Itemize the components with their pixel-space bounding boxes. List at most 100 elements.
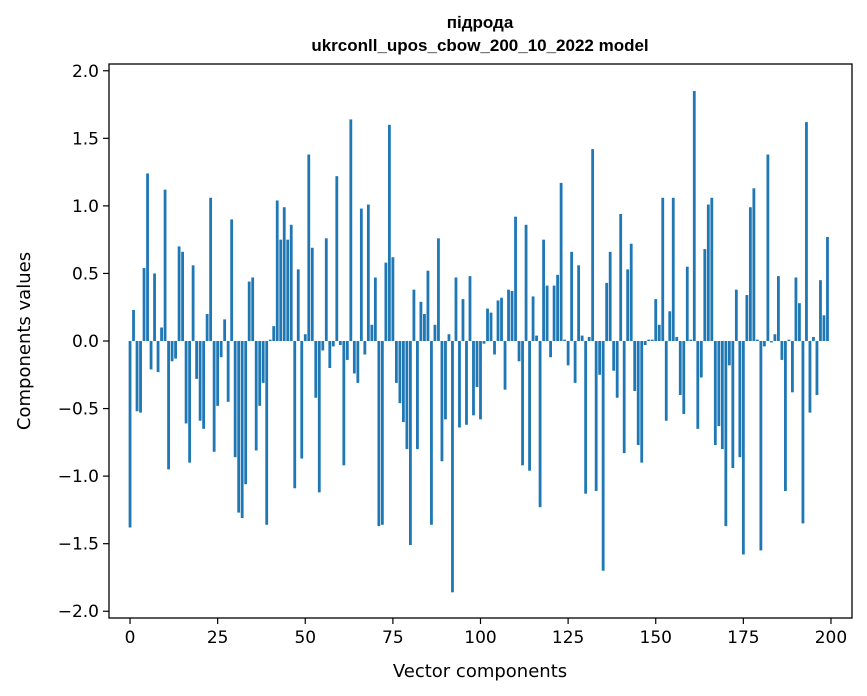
x-tick-label-175: 175 — [727, 628, 759, 648]
bar-130 — [584, 341, 588, 494]
bar-128 — [577, 265, 581, 341]
bar-26 — [219, 341, 223, 358]
bar-56 — [324, 238, 328, 341]
bar-145 — [636, 341, 640, 446]
bar-77 — [398, 341, 402, 404]
bar-192 — [801, 341, 805, 524]
bar-94 — [458, 341, 461, 428]
bar-158 — [682, 341, 686, 414]
bar-162 — [696, 341, 700, 429]
bar-119 — [545, 285, 549, 341]
bar-121 — [552, 285, 556, 341]
bar-71 — [377, 341, 381, 527]
bar-17 — [188, 341, 192, 463]
bar-25 — [216, 341, 220, 406]
bar-46 — [289, 224, 293, 341]
bar-43 — [279, 239, 283, 341]
bar-4 — [142, 268, 146, 341]
bar-73 — [384, 262, 388, 341]
bar-1 — [132, 309, 135, 341]
plot-frame — [108, 63, 853, 619]
bar-68 — [366, 204, 370, 341]
bar-133 — [594, 341, 598, 491]
bar-8 — [156, 341, 160, 373]
bar-160 — [689, 339, 693, 341]
bar-197 — [819, 280, 822, 341]
bar-18 — [191, 265, 195, 341]
bar-47 — [293, 341, 297, 489]
bar-101 — [482, 341, 486, 344]
bar-41 — [272, 326, 276, 341]
bar-93 — [454, 277, 458, 341]
bar-89 — [440, 341, 444, 462]
x-axis-label: Vector components — [393, 661, 567, 682]
bar-177 — [748, 207, 752, 341]
bar-144 — [633, 341, 637, 391]
bar-113 — [524, 224, 528, 341]
bar-16 — [184, 341, 188, 424]
bar-172 — [731, 341, 735, 469]
bar-149 — [650, 339, 654, 341]
bar-138 — [612, 341, 616, 371]
bar-123 — [559, 182, 563, 341]
bar-67 — [363, 341, 367, 355]
bar-33 — [244, 341, 248, 485]
bar-141 — [622, 341, 626, 454]
bar-136 — [605, 282, 609, 341]
bar-21 — [202, 341, 206, 429]
bar-32 — [240, 341, 244, 519]
bar-188 — [787, 339, 791, 341]
bar-64 — [352, 341, 356, 374]
bar-122 — [556, 274, 560, 341]
bar-187 — [784, 341, 787, 491]
bar-153 — [664, 341, 668, 421]
bar-195 — [812, 336, 815, 341]
bar-15 — [181, 251, 185, 341]
bar-49 — [300, 341, 304, 459]
bar-57 — [328, 341, 332, 369]
bar-12 — [170, 341, 174, 362]
bar-104 — [493, 341, 496, 355]
bar-165 — [706, 204, 710, 341]
bar-45 — [286, 239, 290, 341]
bar-52 — [310, 247, 314, 341]
bar-134 — [598, 341, 602, 375]
y-tick-label-0: 0.0 — [72, 332, 99, 352]
bar-13 — [174, 341, 177, 359]
bar-166 — [710, 197, 714, 341]
bar-125 — [566, 341, 570, 366]
bar-31 — [237, 341, 241, 513]
bar-48 — [296, 269, 300, 341]
bar-78 — [401, 341, 405, 423]
bar-106 — [500, 297, 503, 341]
bar-35 — [251, 277, 255, 341]
y-axis-ticks: −2.0 −1.5 −1.0 −0.5 0.0 0.5 1.0 1.5 2.0 — [58, 62, 109, 622]
bar-198 — [822, 315, 826, 341]
bar-44 — [282, 207, 286, 341]
bar-84 — [423, 313, 426, 341]
bar-76 — [394, 341, 398, 383]
bar-87 — [433, 324, 437, 341]
bar-3 — [139, 341, 142, 413]
bar-190 — [794, 277, 798, 341]
y-tick-label-1: 1.0 — [72, 197, 99, 217]
bar-37 — [258, 341, 262, 406]
x-tick-label-200: 200 — [815, 628, 847, 648]
bar-129 — [580, 335, 584, 341]
bar-175 — [741, 341, 745, 555]
bar-40 — [268, 339, 272, 341]
bar-186 — [780, 341, 784, 360]
bar-127 — [573, 341, 577, 383]
bar-170 — [724, 341, 728, 527]
bar-0 — [128, 341, 132, 528]
bar-55 — [321, 341, 325, 351]
bar-2 — [135, 341, 139, 412]
bar-60 — [338, 341, 342, 346]
bar-70 — [373, 277, 377, 341]
bar-98 — [472, 341, 475, 416]
x-tick-label-50: 50 — [294, 628, 316, 648]
bar-61 — [342, 341, 346, 466]
bar-88 — [437, 238, 440, 341]
bar-58 — [331, 341, 335, 347]
